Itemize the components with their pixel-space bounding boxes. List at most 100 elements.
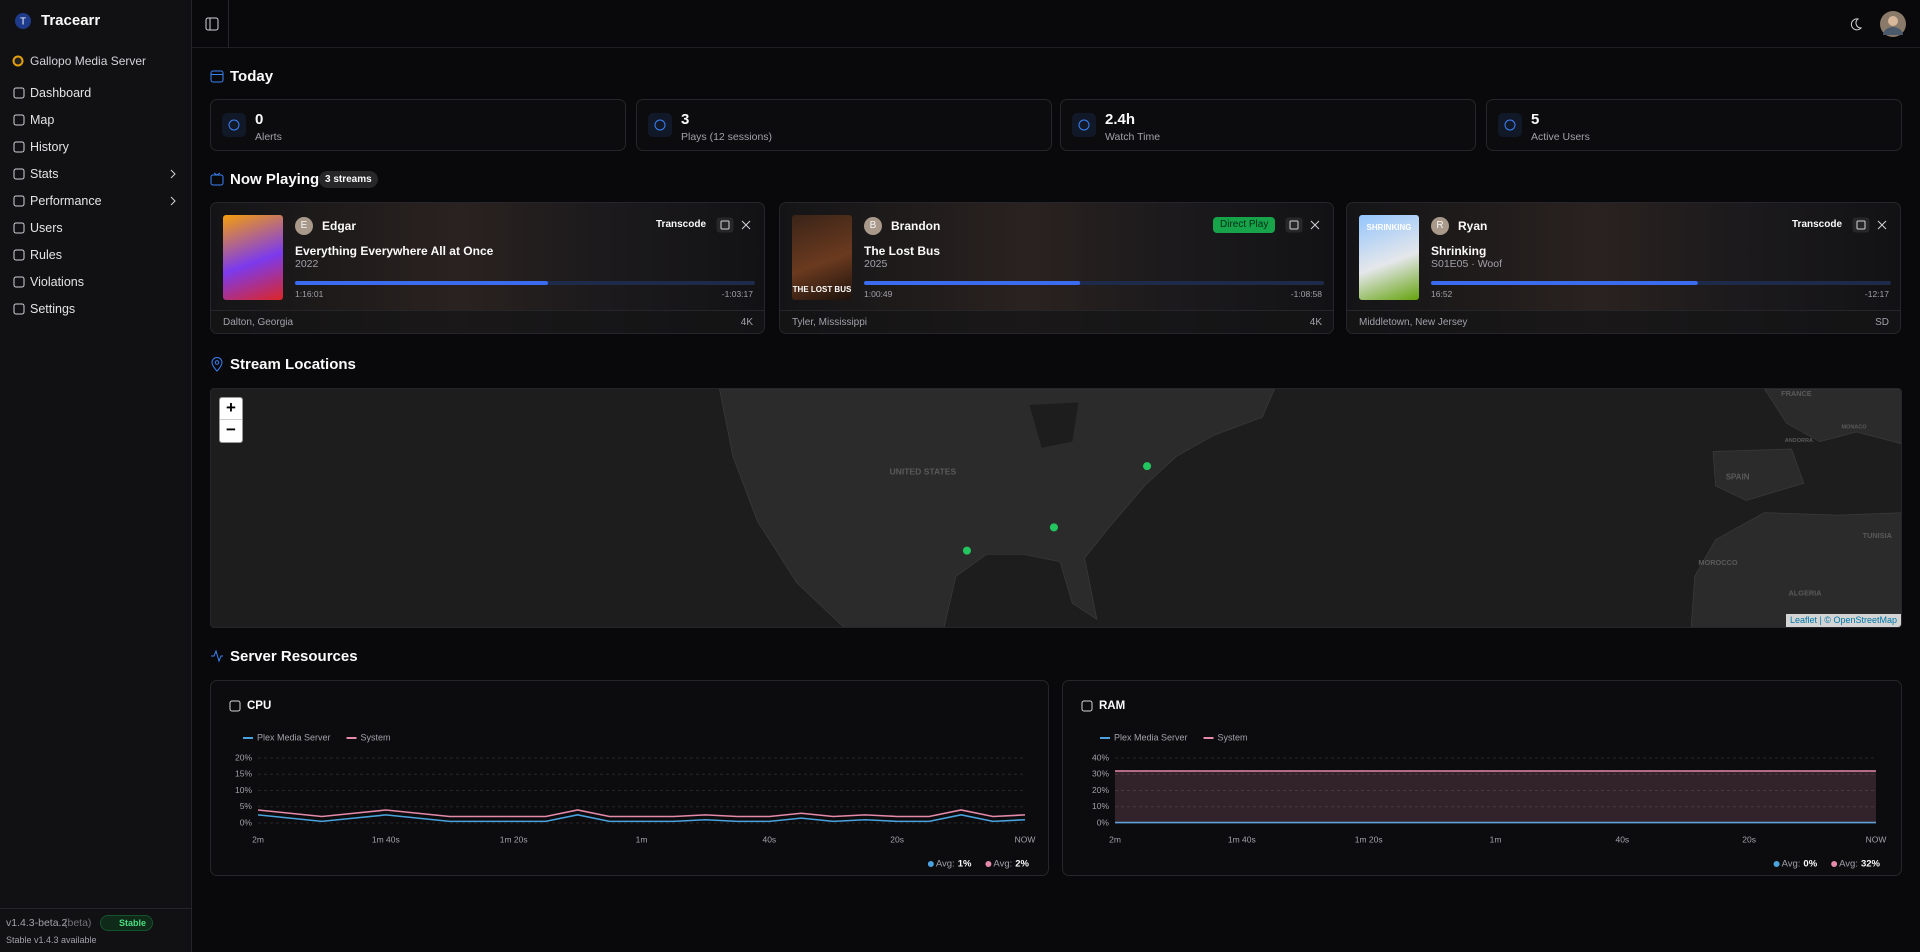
stop-button[interactable] <box>1310 220 1320 230</box>
stat-card: 3 Plays (12 sessions) <box>636 99 1052 151</box>
y-tick-label: 0% <box>240 817 253 827</box>
nav-icon <box>13 276 25 288</box>
avg-dot <box>1831 861 1838 867</box>
icon-shape <box>1285 217 1303 233</box>
stat-value: 3 <box>681 111 690 128</box>
x-tick-label: 20s <box>890 834 904 844</box>
stream-card[interactable]: THE LOST BUS B Brandon Direct Play The Lost … <box>779 202 1334 334</box>
nav-label: Map <box>30 113 55 127</box>
map[interactable]: UNITED STATES FRANCE ANDORRA MONACO SPAIN TUN… <box>210 388 1902 628</box>
icon-shape <box>13 168 25 180</box>
icon <box>228 119 240 131</box>
nav-item[interactable]: Rules <box>6 243 186 267</box>
x-tick-label: NOW <box>1866 834 1887 844</box>
chevron-shape <box>170 196 176 206</box>
card-footer <box>1347 310 1900 333</box>
avg-value: 1% <box>958 859 972 870</box>
chevron-shape <box>170 169 176 179</box>
user-avatar: R <box>1431 217 1449 235</box>
stat-value: 2.4h <box>1105 111 1136 128</box>
top-bar <box>192 0 1920 48</box>
chart-card: RAM 0% 10% 20% 30% 40% 2m 1m 40s 1m 20s 1m 40s 20s N… <box>1062 680 1902 876</box>
nav-item[interactable]: Dashboard <box>6 81 186 105</box>
nav-label: Violations <box>30 275 84 289</box>
device-button[interactable] <box>1852 217 1870 233</box>
nav-icon <box>13 303 25 315</box>
chart-title: CPU <box>247 700 271 712</box>
server-selector[interactable]: Gallopo Media Server <box>30 54 147 68</box>
attribution[interactable]: Leaflet | © OpenStreetMap <box>1785 614 1901 627</box>
avg-label: Avg: <box>1782 859 1801 870</box>
progress-bar <box>1431 281 1891 285</box>
x-tick-label: 2m <box>1109 834 1121 844</box>
theme-toggle[interactable] <box>1849 17 1863 31</box>
nav-item[interactable]: Map <box>6 108 186 132</box>
mode-badge: Transcode <box>1792 219 1843 230</box>
x-tick-label: 1m 40s <box>372 834 400 844</box>
land <box>719 389 1275 627</box>
icon-shape <box>720 220 730 230</box>
y-tick-label: 15% <box>235 769 252 779</box>
series-line <box>257 814 1026 823</box>
stream-dot[interactable] <box>962 546 971 555</box>
nav-label: Rules <box>30 248 62 262</box>
icon-shape <box>1289 220 1299 230</box>
nav-item[interactable]: Settings <box>6 297 186 321</box>
device-button[interactable] <box>716 217 734 233</box>
user-avatar[interactable] <box>1880 11 1906 37</box>
progress-fill <box>1431 281 1698 285</box>
poster: SHRINKING <box>1359 215 1419 300</box>
section-title: Server Resources <box>230 648 358 665</box>
map-label: MOROCCO <box>1698 558 1737 567</box>
stat-icon <box>648 113 672 137</box>
icon-shape <box>13 141 25 153</box>
sidebar-toggle[interactable] <box>205 17 219 31</box>
sidebar: T Tracearr Gallopo Media Server Dashboar… <box>0 0 192 952</box>
nav-item[interactable]: Stats <box>6 162 186 186</box>
icon-shape <box>1877 220 1887 230</box>
icon-shape <box>13 249 25 261</box>
device-button[interactable] <box>1285 217 1303 233</box>
location: Middletown, New Jersey <box>1359 317 1468 328</box>
zoom-out[interactable]: − <box>226 420 236 439</box>
stop-button[interactable] <box>1877 220 1887 230</box>
stream-card[interactable]: E Edgar Transcode Everything Everywhere All… <box>210 202 765 334</box>
icon-shape <box>1852 217 1870 233</box>
nav-item[interactable]: Performance <box>6 189 186 213</box>
chart: CPU 0% 5% 10% 15% 20% 2m 1m 40s 1m 20s 1m 40s 20s NO… <box>229 700 1035 870</box>
x-tick-label: 1m <box>636 834 648 844</box>
stream-dot[interactable] <box>1049 523 1058 532</box>
nav-item[interactable]: Violations <box>6 270 186 294</box>
server-icon <box>12 55 24 67</box>
quality: 4K <box>1309 317 1322 328</box>
mode-badge: Transcode <box>656 219 707 230</box>
stable-badge: Stable <box>100 915 154 931</box>
x-tick-label: 1m 40s <box>1228 834 1256 844</box>
y-tick-label: 20% <box>1092 785 1109 795</box>
stream-dot[interactable] <box>1143 462 1152 471</box>
nav-icon <box>13 114 25 126</box>
chart-title: RAM <box>1099 700 1125 712</box>
icon-shape <box>716 217 734 233</box>
stream-card[interactable]: SHRINKING R Ryan Transcode Shrinking S01E05 ·… <box>1346 202 1901 334</box>
user-name: Brandon <box>891 219 941 233</box>
land <box>1690 512 1901 627</box>
user-avatar: E <box>295 217 313 235</box>
nav-item[interactable]: Users <box>6 216 186 240</box>
progress-fill <box>295 281 548 285</box>
stop-button[interactable] <box>741 220 751 230</box>
remaining: -12:17 <box>1864 289 1889 299</box>
stat-label: Active Users <box>1531 131 1590 143</box>
chevron <box>170 169 176 179</box>
stat-card: 2.4h Watch Time <box>1060 99 1476 151</box>
remaining: -1:03:17 <box>721 289 753 299</box>
media-subtitle: S01E05 · Woof <box>1431 258 1503 270</box>
divider <box>228 0 229 48</box>
stat-label: Watch Time <box>1105 131 1161 143</box>
stat-card: 0 Alerts <box>210 99 626 151</box>
avg-value: 2% <box>1015 859 1029 870</box>
poster <box>223 215 283 300</box>
nav-item[interactable]: History <box>6 135 186 159</box>
zoom-in[interactable]: + <box>220 398 242 420</box>
